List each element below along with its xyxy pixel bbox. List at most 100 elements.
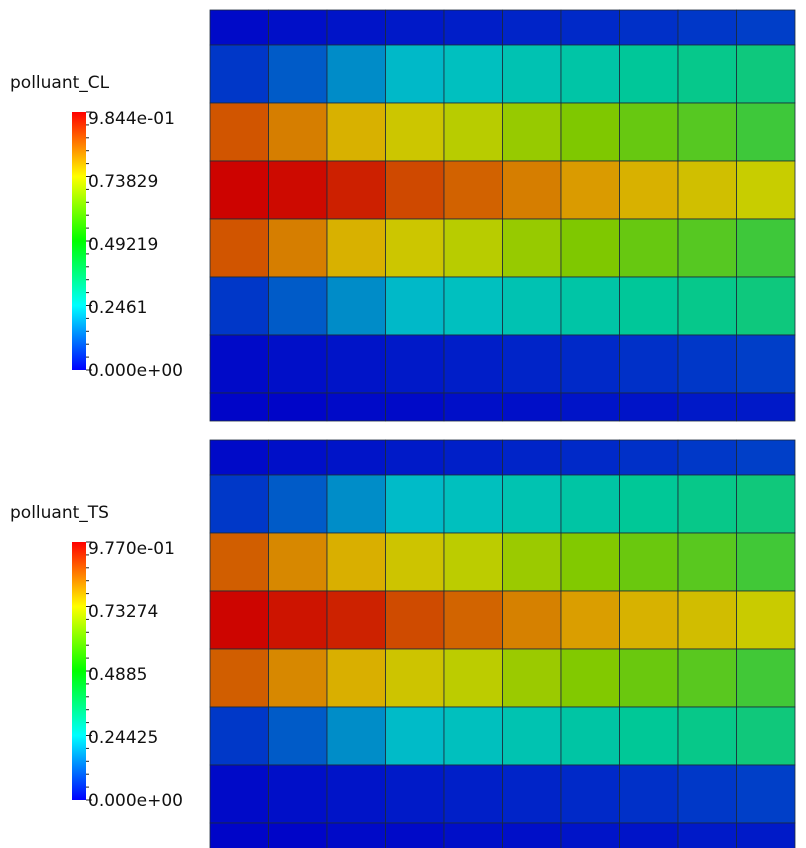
heatmap-cell — [443, 439, 503, 476]
heatmap-cell — [443, 532, 503, 592]
heatmap-cell — [619, 532, 679, 592]
heatmap-cell — [385, 706, 445, 766]
heatmap-cell — [443, 706, 503, 766]
heatmap-cell — [326, 439, 386, 476]
heatmap-cell — [209, 822, 269, 848]
heatmap-cell — [736, 532, 796, 592]
heatmap-cell — [268, 439, 328, 476]
heatmap-cell — [209, 334, 269, 394]
heatmap-cell — [560, 218, 620, 278]
heatmap-cell — [268, 218, 328, 278]
heatmap-cell — [619, 218, 679, 278]
heatmap-cell — [619, 9, 679, 46]
heatmap-cell — [560, 590, 620, 650]
heatmap-cell — [268, 160, 328, 220]
heatmap-cell — [268, 590, 328, 650]
heatmap-cell — [209, 102, 269, 162]
heatmap-cell — [736, 590, 796, 650]
heatmap-cell — [385, 474, 445, 534]
heatmap-cell — [619, 160, 679, 220]
heatmap-cell — [560, 706, 620, 766]
heatmap-cell — [677, 532, 737, 592]
colorbar — [72, 112, 86, 370]
heatmap-cell — [268, 764, 328, 824]
heatmap-cell — [560, 44, 620, 104]
heatmap-cell — [560, 474, 620, 534]
heatmap-cell — [209, 392, 269, 422]
heatmap-cell — [326, 218, 386, 278]
heatmap-cell — [736, 44, 796, 104]
heatmap-cell — [502, 474, 562, 534]
heatmap-cell — [560, 764, 620, 824]
heatmap-cell — [209, 764, 269, 824]
heatmap-cell — [677, 648, 737, 708]
panel-polluant-ts: polluant_TS 9.770e-01 0.73274 0.4885 0.2… — [10, 439, 796, 848]
heatmap-cell — [385, 590, 445, 650]
heatmap-cell — [385, 392, 445, 422]
heatmap-cell — [736, 9, 796, 46]
heatmap-cell — [443, 334, 503, 394]
heatmap-cell — [385, 9, 445, 46]
heatmap-cell — [385, 334, 445, 394]
heatmap-cell — [560, 439, 620, 476]
colorbar-tick-label: 0.73829 — [88, 172, 158, 192]
heatmap-cell — [502, 764, 562, 824]
heatmap-cell — [736, 102, 796, 162]
heatmap-cell — [502, 276, 562, 336]
heatmap-cell — [209, 590, 269, 650]
heatmap-cell — [677, 44, 737, 104]
heatmap-cell — [502, 160, 562, 220]
heatmap-cell — [736, 706, 796, 766]
colorbar-tick-label: 0.73274 — [88, 602, 158, 622]
heatmap-cell — [443, 276, 503, 336]
heatmap-cell — [677, 218, 737, 278]
heatmap-cell — [736, 439, 796, 476]
heatmap-cell — [560, 102, 620, 162]
heatmap-cell — [619, 276, 679, 336]
heatmap-cell — [502, 334, 562, 394]
heatmap-cell — [677, 822, 737, 848]
heatmap-cell — [502, 439, 562, 476]
heatmap-cell — [385, 102, 445, 162]
heatmap-cell — [268, 334, 328, 394]
heatmap-cell — [443, 590, 503, 650]
heatmap-cell — [209, 44, 269, 104]
heatmap-cell — [560, 334, 620, 394]
heatmap-cell — [268, 392, 328, 422]
heatmap-cell — [209, 474, 269, 534]
heatmap-cell — [736, 822, 796, 848]
heatmap-cell — [619, 439, 679, 476]
heatmap-grid — [209, 9, 796, 422]
heatmap-cell — [619, 334, 679, 394]
heatmap-cell — [736, 334, 796, 394]
heatmap-cell — [385, 276, 445, 336]
heatmap-cell — [736, 276, 796, 336]
colorbar-ticks — [86, 541, 92, 801]
colorbar-ticks — [86, 111, 92, 371]
heatmap-cell — [209, 9, 269, 46]
heatmap-cell — [736, 392, 796, 422]
heatmap-cell — [326, 590, 386, 650]
heatmap-cell — [443, 648, 503, 708]
heatmap-cell — [502, 9, 562, 46]
heatmap-cell — [677, 334, 737, 394]
heatmap-cell — [209, 532, 269, 592]
colorbar-title: polluant_CL — [10, 73, 110, 93]
heatmap-cell — [326, 706, 386, 766]
heatmap-cell — [677, 392, 737, 422]
heatmap-cell — [385, 822, 445, 848]
heatmap-cell — [502, 218, 562, 278]
heatmap-cell — [385, 532, 445, 592]
heatmap-cell — [268, 102, 328, 162]
heatmap-cell — [560, 392, 620, 422]
colorbar-tick-label: 9.844e-01 — [88, 109, 175, 129]
heatmap-cell — [619, 44, 679, 104]
heatmap-cell — [677, 439, 737, 476]
heatmap-cell — [385, 439, 445, 476]
heatmap-cell — [326, 392, 386, 422]
heatmap-cell — [677, 474, 737, 534]
heatmap-cell — [502, 590, 562, 650]
heatmap-cell — [736, 160, 796, 220]
heatmap-cell — [502, 102, 562, 162]
